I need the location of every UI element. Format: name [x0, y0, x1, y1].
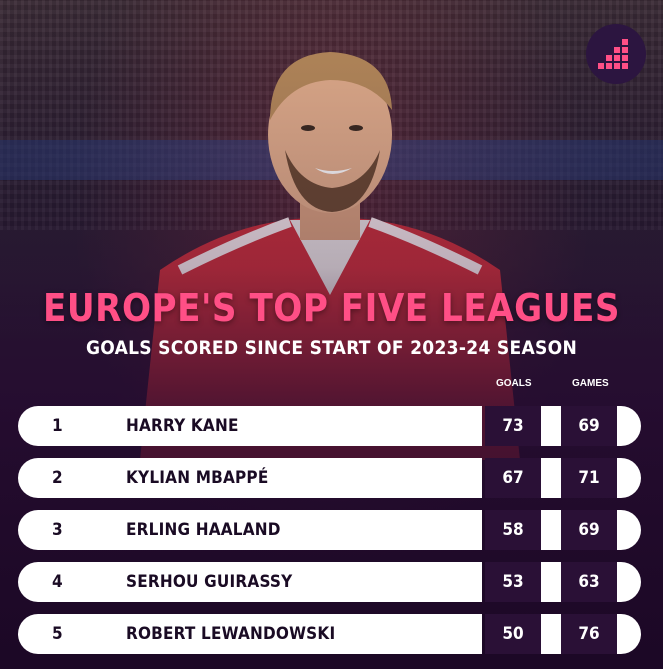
player-name: ERLING HAALAND: [126, 520, 281, 540]
games-cell: 69: [561, 406, 617, 446]
row-bar: [18, 614, 482, 654]
ranking-bars-logo-icon: [586, 24, 646, 84]
goals-cell: 73: [485, 406, 541, 446]
player-name: ROBERT LEWANDOWSKI: [126, 624, 336, 644]
row-divider: [541, 406, 561, 446]
table-row: 1 HARRY KANE 73 69: [0, 406, 663, 446]
row-bar: [18, 562, 482, 602]
games-cell: 69: [561, 510, 617, 550]
row-end-cap: [617, 406, 641, 446]
rank-cell: 2: [52, 468, 63, 488]
column-header-goals: GOALS: [496, 378, 532, 389]
player-name: KYLIAN MBAPPÉ: [126, 468, 269, 488]
page-title: EUROPE'S TOP FIVE LEAGUES: [43, 286, 620, 330]
player-name: SERHOU GUIRASSY: [126, 572, 293, 592]
row-divider: [541, 458, 561, 498]
row-divider: [541, 562, 561, 602]
goals-cell: 53: [485, 562, 541, 602]
rank-cell: 5: [52, 624, 63, 644]
table-row: 3 ERLING HAALAND 58 69: [0, 510, 663, 550]
row-end-cap: [617, 562, 641, 602]
row-bar: [18, 510, 482, 550]
row-end-cap: [617, 458, 641, 498]
games-cell: 63: [561, 562, 617, 602]
player-name: HARRY KANE: [126, 416, 239, 436]
games-cell: 71: [561, 458, 617, 498]
table-row: 4 SERHOU GUIRASSY 53 63: [0, 562, 663, 602]
goals-cell: 58: [485, 510, 541, 550]
column-header-games: GAMES: [572, 378, 609, 389]
goals-cell: 50: [485, 614, 541, 654]
row-divider: [541, 614, 561, 654]
row-end-cap: [617, 510, 641, 550]
rank-cell: 1: [52, 416, 63, 436]
row-bar: [18, 406, 482, 446]
row-end-cap: [617, 614, 641, 654]
table-row: 2 KYLIAN MBAPPÉ 67 71: [0, 458, 663, 498]
games-cell: 76: [561, 614, 617, 654]
table-row: 5 ROBERT LEWANDOWSKI 50 76: [0, 614, 663, 654]
row-divider: [541, 510, 561, 550]
rank-cell: 3: [52, 520, 63, 540]
goals-cell: 67: [485, 458, 541, 498]
rank-cell: 4: [52, 572, 63, 592]
row-bar: [18, 458, 482, 498]
page-subtitle: GOALS SCORED SINCE START OF 2023-24 SEAS…: [85, 337, 578, 359]
